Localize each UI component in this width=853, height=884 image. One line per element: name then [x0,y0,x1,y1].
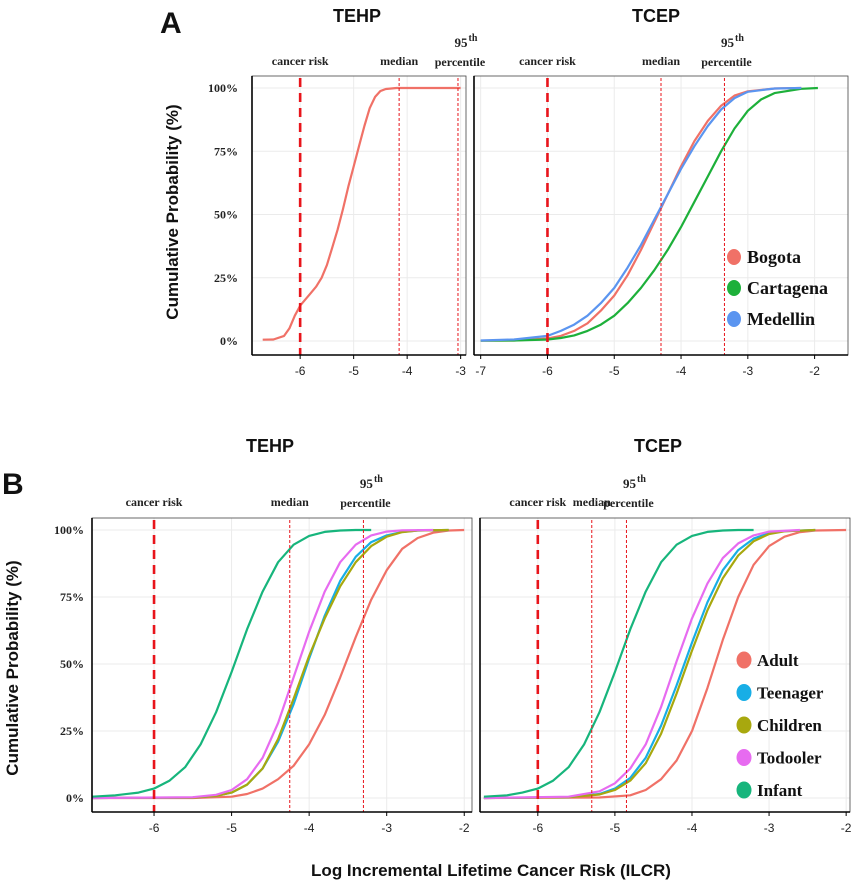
x-tick-label: -6 [542,364,553,378]
y-tick-label: 0% [220,334,238,348]
legend-key-cartagena [727,280,741,296]
cancer-risk-label: cancer risk [126,495,183,509]
legend-label-todooler: Todooler [757,749,822,768]
x-tick-label: -3 [764,821,775,835]
x-tick-label: -4 [304,821,315,835]
y-tick-label: 75% [214,144,238,158]
plot-area [480,518,850,812]
series-line-children [483,528,816,800]
median-label: median [642,54,680,68]
plot-area [92,518,472,812]
x-tick-label: -5 [348,364,359,378]
legend-label-teenager: Teenager [757,684,824,703]
median-label: median [271,495,309,509]
chart-title: TEHP [333,6,381,26]
x-tick-label: -3 [381,821,392,835]
y-tick-label: 100% [208,81,238,95]
median-label: median [380,54,418,68]
legend-label-children: Children [757,716,822,735]
legend: Adult Teenager Children Todooler Infant [736,651,824,800]
percentile-95-superscript: th [637,474,646,485]
legend-key-bogota [727,249,741,265]
percentile-95-number: 95 [454,35,468,50]
percentile-95-label: percentile [435,55,486,69]
y-tick-label: 75% [60,590,84,604]
percentile-95-label: percentile [701,55,752,69]
legend: Bogota Cartagena Medellin [727,247,828,329]
x-tick-label: -2 [459,821,470,835]
x-axis-title: Log Incremental Lifetime Cancer Risk (IL… [311,861,671,880]
legend-label-bogota: Bogota [747,247,801,267]
x-tick-label: -4 [676,364,687,378]
chart-a-tehp: TEHP cancer risk median 95 th percentile -6 -5 -… [208,6,486,378]
series-line-medellin [480,86,802,342]
chart-b-tehp: TEHP cancer risk median 95 th percentile -6 -5 -… [54,436,473,835]
y-tick-label: 50% [214,208,238,222]
chart-b-tcep: TCEP cancer risk median 95 th percentile -6 -5 -… [479,436,852,835]
series-line-adult [92,528,465,800]
y-axis-title-panel-b: Cumulative Probability (%) [3,560,22,775]
panel-b-label: B [2,468,24,501]
chart-title: TEHP [246,436,294,456]
x-tick-label: -6 [532,821,543,835]
cancer-risk-label: cancer risk [272,54,329,68]
series-line-adult [483,528,847,800]
percentile-95-label: percentile [603,496,654,510]
legend-label-adult: Adult [757,651,799,670]
y-tick-label: 0% [66,791,84,805]
legend-label-infant: Infant [757,781,803,800]
x-tick-label: -5 [609,364,620,378]
series-line-infant [91,528,372,798]
x-tick-label: -4 [402,364,413,378]
percentile-95-number: 95 [360,476,374,491]
legend-label-cartagena: Cartagena [747,278,828,298]
percentile-95-superscript: th [469,33,478,44]
percentile-95-label: percentile [340,496,391,510]
x-tick-label: -4 [687,821,698,835]
x-tick-label: -5 [610,821,621,835]
x-tick-label: -6 [295,364,306,378]
legend-key-adult [736,651,752,669]
panel-a-label: A [160,7,182,40]
cancer-risk-label: cancer risk [519,54,576,68]
percentile-95-superscript: th [735,33,744,44]
legend-key-medellin [727,311,741,327]
legend-key-children [736,716,752,734]
legend-key-teenager [736,684,752,701]
chart-a-tcep: TCEP cancer risk median 95 th percentile -7 -6 -… [473,6,849,378]
x-tick-label: -2 [841,821,852,835]
series-line-bogota [262,86,461,341]
percentile-95-number: 95 [721,35,735,50]
series-line-children [91,528,449,800]
series-line-todooler [91,528,434,800]
series-line-bogota [480,86,802,342]
legend-key-todooler [736,749,752,766]
series-line-todooler [483,528,800,800]
y-axis-title-panel-a: Cumulative Probability (%) [163,104,182,319]
x-tick-label: -7 [475,364,486,378]
plot-area [252,76,466,355]
x-tick-label: -3 [455,364,466,378]
legend-key-infant [736,781,752,799]
y-tick-label: 25% [60,724,84,738]
x-tick-label: -3 [742,364,753,378]
legend-label-medellin: Medellin [747,309,815,329]
cancer-risk-label: cancer risk [509,495,566,509]
y-tick-label: 50% [60,657,84,671]
median-label: median [573,495,611,509]
chart-title: TCEP [632,6,680,26]
series-line-infant [483,528,754,798]
percentile-95-superscript: th [374,474,383,485]
percentile-95-number: 95 [623,476,637,491]
chart-title: TCEP [634,436,682,456]
x-tick-label: -2 [809,364,820,378]
x-tick-label: -5 [226,821,237,835]
x-tick-label: -6 [149,821,160,835]
y-tick-label: 100% [54,523,84,537]
y-tick-label: 25% [214,271,238,285]
